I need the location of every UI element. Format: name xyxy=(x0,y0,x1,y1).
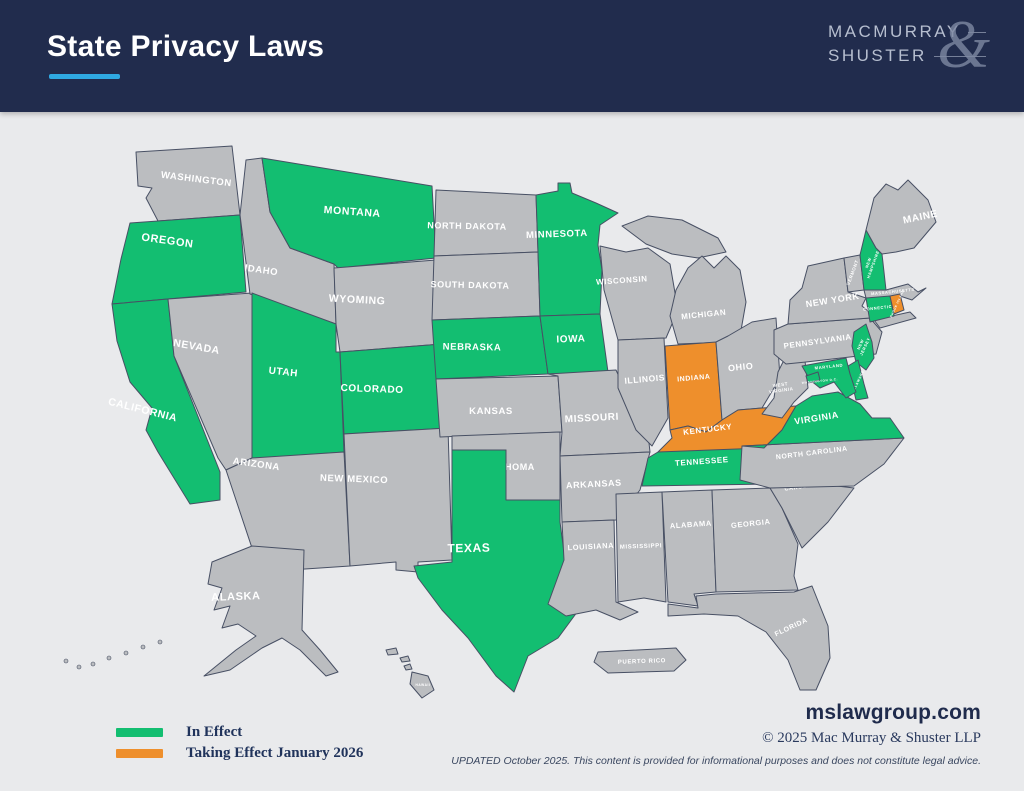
macmurray-shuster-logo: MACMURRAY SHUSTER & xyxy=(828,10,990,92)
state-hawaii xyxy=(385,647,399,656)
state-maryland xyxy=(801,357,857,399)
state-label-tennessee: TENNESSEE xyxy=(675,455,729,468)
legend-row-taking-effect: Taking Effect January 2026 xyxy=(116,743,363,764)
state-label-missouri: MISSOURI xyxy=(564,412,619,426)
legend-row-in-effect: In Effect xyxy=(116,722,363,743)
state-label-illinois: ILLINOIS xyxy=(624,372,665,386)
state-indiana xyxy=(664,341,723,433)
state-label-mississippi: MISSISSIPPI xyxy=(620,543,662,550)
state-label-puerto-rico: PUERTO RICO xyxy=(618,658,666,666)
header-bar: State Privacy Laws MACMURRAY SHUSTER & xyxy=(0,0,1024,112)
state-michigan xyxy=(669,255,747,345)
state-puerto-rico xyxy=(593,647,687,674)
state-label-wyoming: WYOMING xyxy=(329,293,386,308)
state-florida xyxy=(667,585,831,691)
state-label-texas: TEXAS xyxy=(447,541,490,556)
state-alaska-island xyxy=(63,658,69,664)
state-wisconsin xyxy=(599,245,679,341)
logo-ampersand-icon: & xyxy=(937,6,990,82)
legend-swatch-taking-effect xyxy=(116,749,163,758)
state-label-georgia: GEORGIA xyxy=(731,517,771,530)
state-label-west-virginia: WESTVIRGINIA xyxy=(768,381,794,395)
state-label-arkansas: ARKANSAS xyxy=(566,478,622,491)
copyright-text: © 2025 Mac Murray & Shuster LLP xyxy=(762,730,981,746)
state-new-mexico xyxy=(343,427,453,573)
page-title: State Privacy Laws xyxy=(47,30,325,63)
legend-label-in-effect: In Effect xyxy=(186,724,243,740)
state-texas xyxy=(413,449,587,693)
footer-block: mslawgroup.com © 2025 Mac Murray & Shust… xyxy=(451,701,981,767)
state-michigan xyxy=(621,215,727,259)
state-alaska-island xyxy=(90,661,96,667)
state-label-hawaii: HAWAII xyxy=(416,683,431,687)
state-washington xyxy=(135,145,241,222)
state-label-alaska: ALASKA xyxy=(211,590,261,604)
legend-label-taking-effect: Taking Effect January 2026 xyxy=(186,745,364,761)
state-label-iowa: IOWA xyxy=(556,333,585,345)
state-label-kansas: KANSAS xyxy=(469,406,513,417)
legend-swatch-in-effect xyxy=(116,728,163,737)
state-virginia xyxy=(741,391,905,449)
logo-rule-top xyxy=(967,31,986,33)
state-label-maryland: MARYLAND xyxy=(814,363,843,371)
map-legend: In Effect Taking Effect January 2026 xyxy=(116,722,363,764)
state-rhode-island xyxy=(889,293,905,315)
state-label-ohio: OHIO xyxy=(728,361,754,374)
state-hawaii xyxy=(409,671,435,699)
state-label-south-dakota: SOUTH DAKOTA xyxy=(430,279,509,290)
logo-text-shuster: SHUSTER xyxy=(828,46,927,65)
logo-line-1: MACMURRAY xyxy=(828,22,986,42)
state-alaska-island xyxy=(123,650,129,656)
logo-line-2: SHUSTER xyxy=(828,46,986,66)
state-label-connecticut: CONNECTICUT xyxy=(863,303,899,312)
state-label-alabama: ALABAMA xyxy=(670,519,713,531)
logo-text-macmurray: MACMURRAY xyxy=(828,22,961,41)
state-washington-dc xyxy=(805,371,821,384)
state-label-utah: UTAH xyxy=(268,366,298,380)
state-label-montana: MONTANA xyxy=(323,204,381,220)
state-label-louisiana: LOUISIANA xyxy=(567,541,614,552)
state-alaska-island xyxy=(140,644,146,650)
state-label-wisconsin: WISCONSIN xyxy=(596,274,648,287)
state-label-indiana: INDIANA xyxy=(677,374,711,384)
state-label-idaho: IDAHO xyxy=(244,263,279,279)
logo-rule-bottom xyxy=(933,55,986,57)
state-alaska-island xyxy=(76,664,82,670)
website-url: mslawgroup.com xyxy=(805,701,981,724)
disclaimer-text: UPDATED October 2025. This content is pr… xyxy=(451,755,981,767)
state-label-north-dakota: NORTH DAKOTA xyxy=(427,220,507,231)
state-alabama xyxy=(661,489,717,607)
state-new-york xyxy=(873,311,917,329)
state-mississippi xyxy=(615,491,667,603)
state-maine xyxy=(865,179,937,255)
state-label-washington-dc: WASHINGTON D.C. xyxy=(802,377,839,385)
state-illinois xyxy=(617,337,669,447)
state-label-colorado: COLORADO xyxy=(340,383,403,396)
state-connecticut xyxy=(865,295,895,323)
state-label-minnesota: MINNESOTA xyxy=(526,228,588,241)
state-wyoming xyxy=(333,259,443,353)
state-delaware xyxy=(847,359,869,401)
state-louisiana xyxy=(547,519,639,621)
state-oregon xyxy=(111,214,247,305)
state-label-nebraska: NEBRASKA xyxy=(443,341,502,353)
state-alaska-island xyxy=(157,639,163,645)
state-montana xyxy=(261,157,437,269)
state-hawaii xyxy=(403,663,413,671)
state-label-massachusetts: MASSACHUSETTS xyxy=(871,287,915,297)
state-new-jersey xyxy=(851,323,875,371)
title-accent-underline xyxy=(49,74,120,79)
state-label-new-mexico: NEW MEXICO xyxy=(320,473,389,486)
state-alaska xyxy=(203,545,339,677)
state-alaska-island xyxy=(106,655,112,661)
state-hawaii xyxy=(399,655,411,663)
